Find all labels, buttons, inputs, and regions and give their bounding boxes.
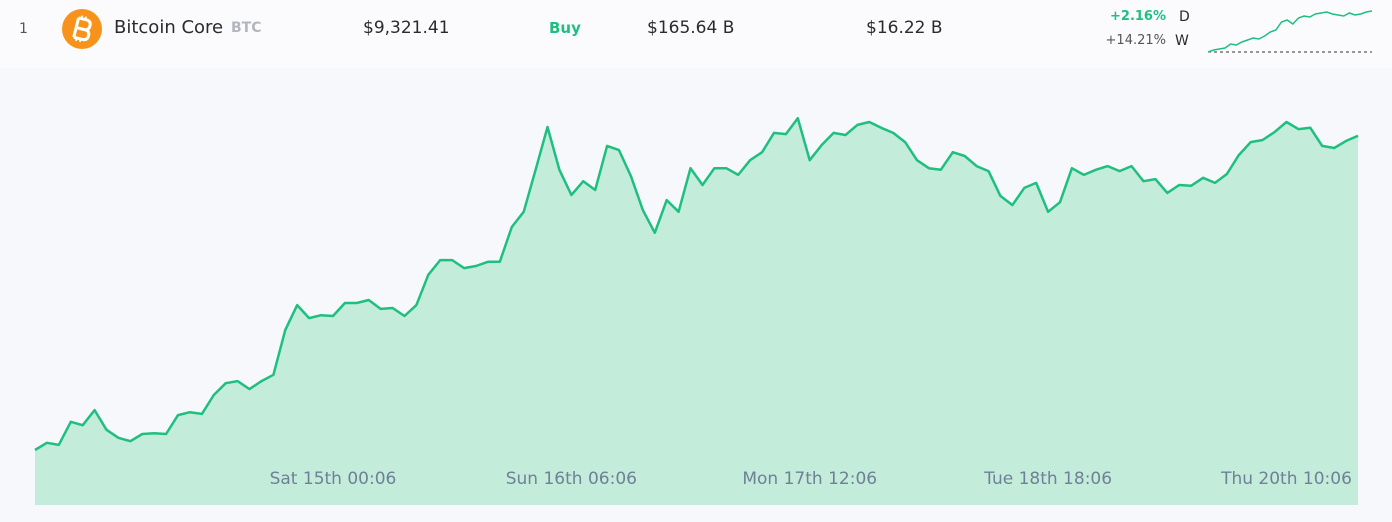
coin-symbol: BTC [231, 20, 262, 36]
price: $9,321.41 [363, 18, 450, 38]
x-tick-label: Sun 16th 06:06 [506, 469, 637, 489]
week-change: +14.21% [1105, 33, 1166, 48]
x-tick-label: Tue 18th 18:06 [983, 469, 1112, 489]
rank: 1 [19, 21, 28, 37]
week-label: W [1175, 33, 1189, 49]
price-line [34, 116, 1359, 452]
bitcoin-icon [62, 9, 102, 49]
area-fill [35, 118, 1358, 505]
sparkline [1207, 10, 1373, 53]
coin-row[interactable]: 1 Bitcoin Core BTC $9,321.41 Buy $165.64… [0, 0, 1392, 68]
volume: $16.22 B [866, 18, 943, 38]
buy-button[interactable]: Buy [549, 19, 581, 37]
icon-glyph [72, 15, 92, 43]
coin-name[interactable]: Bitcoin Core [114, 17, 224, 38]
day-label: D [1179, 9, 1190, 25]
x-tick-label: Thu 20th 10:06 [1220, 469, 1352, 489]
x-tick-label: Sat 15th 00:06 [270, 469, 397, 489]
x-tick-label: Mon 17th 12:06 [742, 469, 877, 489]
market-cap: $165.64 B [647, 18, 735, 38]
day-change: +2.16% [1110, 9, 1166, 24]
